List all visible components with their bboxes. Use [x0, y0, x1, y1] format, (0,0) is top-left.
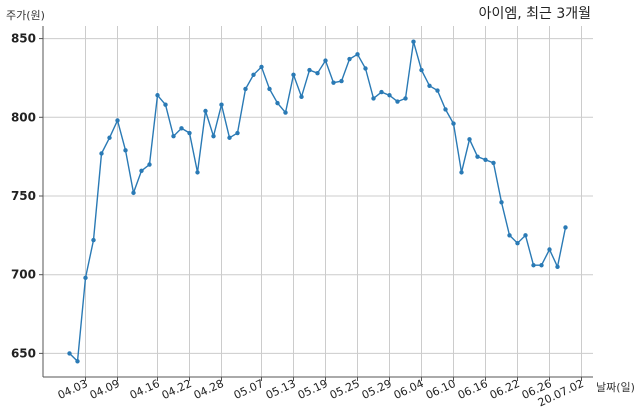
data-point [387, 93, 392, 98]
data-point [491, 160, 496, 166]
data-point [555, 264, 560, 270]
data-point [291, 72, 296, 77]
data-point [523, 233, 528, 238]
data-point [227, 135, 232, 140]
x-tick-label: 04.16 [128, 377, 162, 402]
data-point [347, 56, 352, 62]
data-point [507, 233, 512, 238]
x-tick-label: 05.07 [232, 377, 266, 402]
data-point [275, 100, 280, 106]
data-point [251, 72, 256, 77]
data-point [99, 151, 104, 156]
grid [43, 26, 593, 377]
data-point [139, 168, 144, 174]
data-point [187, 130, 192, 136]
data-point [107, 135, 112, 140]
data-point [211, 133, 216, 139]
x-tick-label: 06.22 [488, 377, 522, 402]
chart-title: 아이엠, 최근 3개월 [479, 6, 591, 22]
y-tick-label: 800 [11, 110, 36, 124]
data-point [459, 170, 464, 175]
data-point [339, 78, 344, 84]
data-point [131, 190, 136, 196]
data-points [67, 39, 568, 364]
data-point [267, 86, 272, 92]
data-point [307, 67, 312, 73]
y-tick-label: 750 [11, 189, 36, 203]
data-point [331, 80, 336, 85]
data-point [539, 263, 544, 268]
data-point [299, 94, 304, 100]
x-axis-label: 날짜(일) [596, 380, 635, 394]
data-point [515, 241, 520, 246]
data-point [75, 359, 80, 364]
x-tick-label: 05.13 [264, 377, 298, 402]
data-point [483, 157, 488, 162]
x-tick-label: 06.10 [424, 377, 458, 402]
data-point [363, 66, 368, 71]
data-point [171, 133, 176, 139]
data-point [219, 102, 224, 107]
data-point [451, 121, 456, 126]
x-tick-label: 05.19 [296, 377, 330, 402]
x-tick-label: 04.22 [160, 377, 194, 402]
data-point [323, 58, 328, 63]
axes [39, 26, 593, 381]
x-tick-label: 04.03 [56, 377, 90, 402]
data-point [203, 108, 208, 114]
data-point [315, 71, 320, 76]
data-point [443, 107, 448, 112]
data-point [475, 154, 480, 159]
data-point [283, 110, 288, 115]
data-point [379, 89, 384, 95]
data-point [547, 247, 552, 252]
data-point [563, 225, 568, 230]
data-point [235, 130, 240, 136]
data-point [435, 88, 440, 93]
x-tick-label: 04.09 [88, 377, 122, 402]
data-point [243, 86, 248, 92]
data-point [403, 96, 408, 101]
data-point [259, 64, 264, 70]
y-axis-label: 주가(원) [6, 9, 45, 22]
data-point [155, 93, 160, 98]
y-tick-label: 850 [11, 32, 36, 46]
y-tick-labels: 650 700 750 800 850 [11, 32, 36, 361]
data-point [355, 52, 360, 57]
data-point [467, 137, 472, 142]
data-point [67, 351, 72, 356]
data-point [179, 126, 184, 131]
x-tick-label: 05.25 [328, 377, 362, 402]
data-point [371, 96, 376, 101]
data-point [411, 39, 416, 44]
x-tick-label: 06.16 [456, 377, 490, 402]
data-point [195, 170, 200, 175]
series-line [69, 41, 567, 363]
data-point [147, 162, 152, 167]
y-tick-label: 700 [11, 268, 36, 282]
data-point [115, 118, 120, 123]
y-tick-label: 650 [11, 346, 36, 360]
data-point [83, 275, 88, 281]
x-tick-label: 06.04 [392, 377, 426, 402]
data-point [499, 200, 504, 205]
data-point [427, 83, 432, 89]
x-tick-label: 05.29 [360, 377, 394, 402]
x-tick-label: 04.28 [192, 377, 226, 402]
data-point [419, 67, 424, 73]
data-point [123, 148, 128, 153]
data-point [91, 237, 96, 243]
data-point [531, 263, 536, 268]
data-point [395, 99, 400, 104]
data-point [163, 102, 168, 107]
